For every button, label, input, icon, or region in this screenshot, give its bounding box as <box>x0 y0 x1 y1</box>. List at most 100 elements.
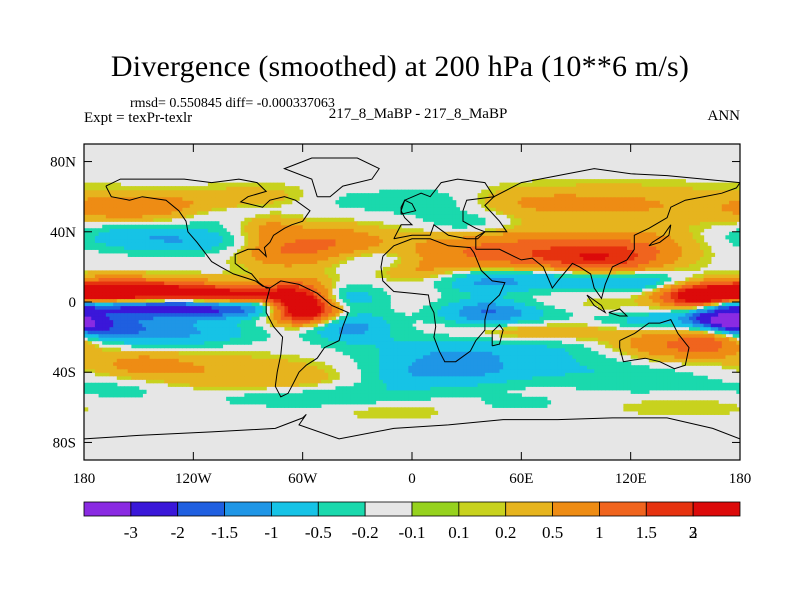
contour-cell <box>656 312 661 317</box>
contour-cell <box>543 287 548 293</box>
contour-cell <box>703 386 708 391</box>
contour-cell <box>342 344 347 349</box>
contour-cell <box>320 361 326 366</box>
contour-cell <box>532 340 537 345</box>
contour-cell <box>244 361 249 366</box>
contour-cell <box>557 284 563 289</box>
contour-cell <box>109 372 114 377</box>
contour-cell <box>342 298 347 303</box>
contour-cell <box>98 284 103 289</box>
contour-cell <box>164 361 169 366</box>
contour-cell <box>521 316 526 321</box>
contour-cell <box>288 375 293 380</box>
contour-cell <box>441 309 446 314</box>
contour-cell <box>667 302 672 307</box>
contour-cell <box>156 368 162 373</box>
contour-cell <box>386 312 391 317</box>
contour-cell <box>109 340 114 345</box>
contour-cell <box>339 287 344 293</box>
contour-cell <box>492 379 497 384</box>
contour-cell <box>608 312 614 317</box>
contour-cell <box>601 302 606 307</box>
contour-cell <box>448 358 453 363</box>
contour-cell <box>84 382 89 387</box>
contour-cell <box>488 316 493 321</box>
contour-cell <box>535 368 541 373</box>
contour-cell <box>550 358 555 363</box>
contour-cell <box>189 375 194 380</box>
contour-cell <box>459 365 464 370</box>
contour-cell <box>346 302 351 307</box>
contour-cell <box>237 386 242 391</box>
contour-cell <box>375 298 380 303</box>
contour-cell <box>583 326 588 331</box>
contour-cell <box>167 291 173 296</box>
contour-cell <box>699 375 705 380</box>
contour-cell <box>441 312 446 317</box>
contour-cell <box>193 361 198 366</box>
contour-cell <box>521 294 526 300</box>
contour-cell <box>557 351 563 356</box>
contour-cell <box>539 287 544 293</box>
contour-cell <box>495 368 501 373</box>
contour-cell <box>84 287 89 293</box>
contour-cell <box>280 403 286 408</box>
contour-cell <box>674 344 679 349</box>
contour-cell <box>364 354 369 359</box>
contour-cell <box>299 305 304 310</box>
contour-cell <box>586 382 592 387</box>
contour-cell <box>412 414 417 419</box>
contour-cell <box>142 340 147 345</box>
contour-cell <box>309 330 315 335</box>
contour-cell <box>710 284 716 289</box>
contour-cell <box>368 386 373 391</box>
contour-cell <box>317 400 322 405</box>
contour-cell <box>226 379 231 384</box>
contour-cell <box>350 393 355 398</box>
contour-cell <box>616 284 621 289</box>
contour-cell <box>237 396 242 401</box>
contour-cell <box>248 368 253 373</box>
contour-cell <box>426 372 431 377</box>
contour-cell <box>470 302 475 307</box>
contour-cell <box>528 333 533 338</box>
contour-cell <box>207 354 213 359</box>
contour-cell <box>550 354 555 359</box>
contour-cell <box>102 358 107 363</box>
contour-cell <box>306 365 311 370</box>
contour-cell <box>113 393 118 398</box>
contour-cell <box>488 344 493 349</box>
contour-cell <box>390 344 395 349</box>
contour-cell <box>324 333 329 338</box>
contour-cell <box>87 347 92 352</box>
contour-cell <box>550 351 555 356</box>
contour-cell <box>105 368 111 373</box>
contour-cell <box>663 344 668 349</box>
contour-cell <box>623 347 628 352</box>
contour-cell <box>299 358 304 363</box>
contour-cell <box>160 365 165 370</box>
contour-cell <box>218 287 224 293</box>
contour-cell <box>448 337 453 342</box>
contour-cell <box>524 396 530 401</box>
contour-cell <box>627 316 632 321</box>
contour-cell <box>685 323 690 328</box>
contour-cell <box>681 312 686 317</box>
contour-cell <box>444 316 450 321</box>
contour-cell <box>277 393 282 398</box>
contour-cell <box>579 284 584 289</box>
contour-cell <box>524 365 530 370</box>
contour-cell <box>248 354 253 359</box>
contour-cell <box>222 358 227 363</box>
contour-cell <box>350 330 355 335</box>
contour-cell <box>539 291 544 296</box>
contour-cell <box>477 382 482 387</box>
contour-cell <box>554 333 559 338</box>
contour-cell <box>84 326 89 331</box>
contour-cell <box>375 393 380 398</box>
contour-cell <box>444 323 450 328</box>
contour-cell <box>306 333 311 338</box>
contour-cell <box>550 382 555 387</box>
contour-cell <box>634 386 639 391</box>
contour-cell <box>583 379 588 384</box>
